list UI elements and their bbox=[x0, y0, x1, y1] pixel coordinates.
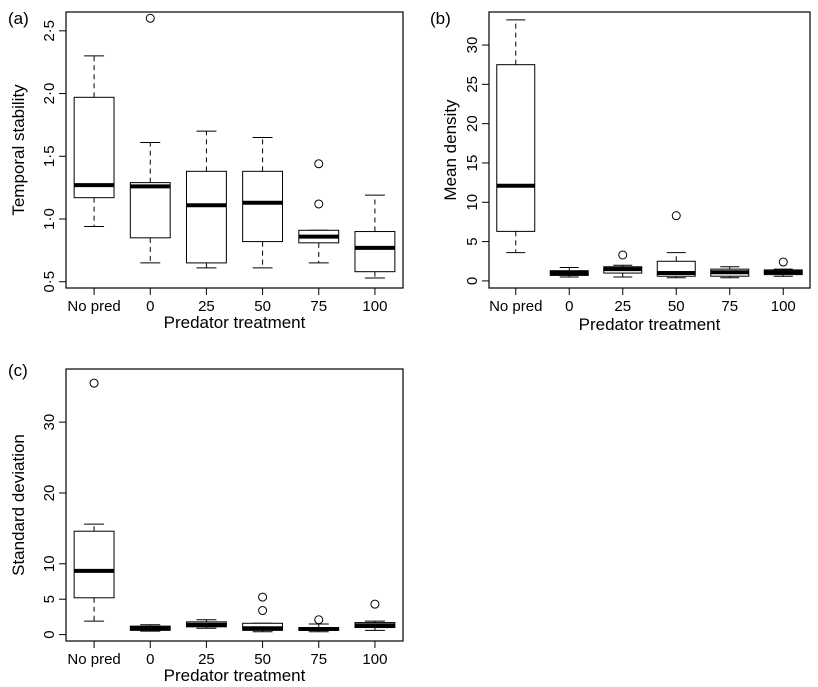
x-tick-label: 100 bbox=[771, 298, 796, 315]
x-axis-label: Predator treatment bbox=[164, 666, 306, 685]
box-2 bbox=[549, 267, 589, 278]
x-tick-label: No pred bbox=[489, 298, 542, 315]
box-iqr bbox=[354, 231, 396, 273]
y-tick-label: 5 bbox=[41, 595, 58, 603]
box-3 bbox=[185, 130, 227, 269]
box-iqr bbox=[185, 170, 227, 264]
x-tick-label: 25 bbox=[614, 298, 631, 315]
x-tick-label: 50 bbox=[254, 651, 271, 668]
box-1 bbox=[496, 19, 536, 254]
x-tick-label: 100 bbox=[362, 651, 387, 668]
box-iqr bbox=[73, 530, 115, 599]
y-tick-label: 20 bbox=[41, 485, 58, 502]
x-tick-label: 50 bbox=[668, 298, 685, 315]
outlier-point bbox=[258, 592, 268, 602]
y-tick-label: 30 bbox=[41, 414, 58, 431]
box-iqr bbox=[73, 96, 115, 199]
box-2 bbox=[129, 13, 171, 264]
x-tick-label: 0 bbox=[565, 298, 573, 315]
x-tick-label: 100 bbox=[362, 298, 387, 315]
panel-label: (b) bbox=[430, 9, 451, 28]
box-3 bbox=[603, 250, 643, 278]
plot-frame bbox=[65, 368, 404, 642]
y-tick-label: 10 bbox=[41, 555, 58, 572]
box-4 bbox=[242, 592, 284, 633]
outlier-point bbox=[671, 211, 681, 221]
chart-panel-2: 0 5 10 15 20 25 30 No pred 0 25 50 75 100 Predator tr… bbox=[430, 9, 811, 334]
y-tick-label: 15 bbox=[464, 155, 481, 172]
plot-frame bbox=[488, 11, 811, 289]
outlier-point bbox=[314, 199, 324, 209]
y-axis-label: Standard deviation bbox=[9, 434, 28, 576]
x-tick-label: No pred bbox=[67, 651, 120, 668]
outlier-point bbox=[258, 606, 268, 616]
y-tick-label: 0·5 bbox=[41, 271, 58, 293]
outlier-point bbox=[370, 599, 380, 609]
panel-label: (a) bbox=[8, 9, 29, 28]
box-1 bbox=[73, 378, 115, 622]
y-tick-label: 20 bbox=[464, 115, 481, 132]
chart-panel-1: 0·5 1·0 1·5 2·0 2·5 No pred 0 25 50 75 100 Predator… bbox=[8, 9, 404, 332]
outlier-point bbox=[778, 257, 788, 267]
outlier-point bbox=[314, 615, 324, 625]
y-tick-label: 1·5 bbox=[41, 145, 58, 167]
y-tick-label: 2·0 bbox=[41, 83, 58, 105]
box-3 bbox=[185, 619, 227, 629]
outlier-point bbox=[618, 250, 628, 260]
y-tick-label: 30 bbox=[464, 37, 481, 54]
box-5 bbox=[298, 159, 340, 264]
box-iqr bbox=[496, 64, 536, 232]
y-tick-label: 0 bbox=[464, 277, 481, 285]
x-tick-label: 50 bbox=[254, 298, 271, 315]
panel-label: (c) bbox=[8, 361, 28, 380]
x-tick-label: 75 bbox=[310, 298, 327, 315]
box-6 bbox=[354, 194, 396, 279]
y-tick-label: 2·5 bbox=[41, 20, 58, 42]
plot-frame bbox=[65, 11, 404, 289]
y-tick-label: 10 bbox=[464, 194, 481, 211]
x-tick-label: 0 bbox=[146, 298, 154, 315]
x-axis-label: Predator treatment bbox=[579, 315, 721, 334]
y-tick-label: 0 bbox=[41, 630, 58, 638]
box-6 bbox=[763, 257, 803, 277]
box-2 bbox=[129, 624, 171, 632]
box-iqr bbox=[242, 170, 284, 243]
y-axis-label: Temporal stability bbox=[9, 84, 28, 216]
x-tick-label: 75 bbox=[721, 298, 738, 315]
x-tick-label: No pred bbox=[67, 298, 120, 315]
box-iqr bbox=[129, 182, 171, 239]
x-tick-label: 75 bbox=[310, 651, 327, 668]
x-tick-label: 25 bbox=[198, 651, 215, 668]
y-tick-label: 1·0 bbox=[41, 208, 58, 230]
outlier-point bbox=[314, 159, 324, 169]
box-6 bbox=[354, 599, 396, 631]
box-5 bbox=[298, 615, 340, 633]
y-axis-label: Mean density bbox=[441, 99, 460, 201]
y-tick-label: 25 bbox=[464, 76, 481, 93]
box-1 bbox=[73, 55, 115, 228]
x-axis-label: Predator treatment bbox=[164, 313, 306, 332]
y-tick-label: 5 bbox=[464, 237, 481, 245]
x-tick-label: 0 bbox=[146, 651, 154, 668]
outlier-point bbox=[89, 378, 99, 388]
box-4 bbox=[656, 211, 696, 279]
box-5 bbox=[710, 266, 750, 279]
box-4 bbox=[242, 136, 284, 269]
chart-panel-3: 0 5 10 20 30 No pred 0 25 50 75 100 Predator treatm… bbox=[8, 361, 404, 685]
outlier-point bbox=[145, 13, 155, 23]
x-tick-label: 25 bbox=[198, 298, 215, 315]
